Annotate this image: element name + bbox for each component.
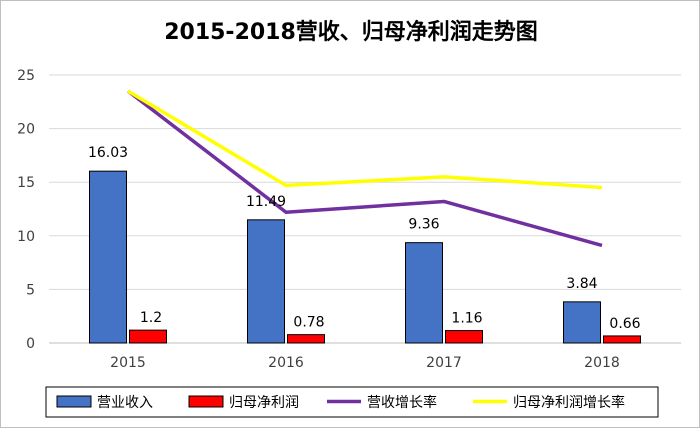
bar xyxy=(445,330,483,344)
data-label: 1.16 xyxy=(451,311,482,327)
data-label: 16.03 xyxy=(88,145,128,161)
chart-title: 2015-2018营收、归母净利润走势图 xyxy=(164,19,538,45)
bar xyxy=(129,329,167,344)
legend-label: 归母净利润 xyxy=(229,394,299,411)
x-axis-ticks: 2015 2016 2017 2018 xyxy=(110,355,620,371)
legend-label: 归母净利润增长率 xyxy=(513,394,625,411)
x-tick-label: 2018 xyxy=(584,355,620,371)
x-tick-label: 2015 xyxy=(110,355,146,371)
y-tick-label: 15 xyxy=(17,175,35,191)
data-label: 0.66 xyxy=(609,316,640,332)
series-line xyxy=(126,89,603,248)
data-label: 11.49 xyxy=(246,194,286,210)
legend-swatch xyxy=(56,395,92,408)
data-label: 9.36 xyxy=(408,217,439,233)
legend-box xyxy=(45,386,659,418)
lines xyxy=(126,89,603,248)
y-tick-label: 10 xyxy=(17,229,35,245)
series-line xyxy=(127,89,603,190)
data-labels: 16.03 11.49 9.36 3.84 1.2 0.78 1.16 0.66 xyxy=(88,145,641,332)
bar xyxy=(405,242,443,344)
bar xyxy=(89,170,127,344)
bars xyxy=(89,170,641,344)
legend-label: 营收增长率 xyxy=(367,394,437,411)
data-label: 0.78 xyxy=(293,315,324,331)
bar xyxy=(287,334,325,344)
x-tick-label: 2017 xyxy=(426,355,462,371)
data-label: 3.84 xyxy=(566,276,597,292)
bar xyxy=(603,335,641,344)
legend-swatch xyxy=(188,395,224,408)
data-label: 1.2 xyxy=(140,310,162,326)
legend: 营业收入 归母净利润 营收增长率 归母净利润增长率 xyxy=(45,386,659,418)
y-tick-label: 5 xyxy=(26,282,35,298)
x-tick-label: 2016 xyxy=(268,355,304,371)
legend-label: 营业收入 xyxy=(97,395,153,411)
y-tick-label: 25 xyxy=(17,68,35,84)
bar xyxy=(247,219,285,344)
y-axis-ticks: 0 5 10 15 20 25 xyxy=(17,68,35,352)
y-tick-label: 20 xyxy=(17,122,35,138)
bar xyxy=(563,301,601,344)
y-tick-label: 0 xyxy=(26,336,35,352)
